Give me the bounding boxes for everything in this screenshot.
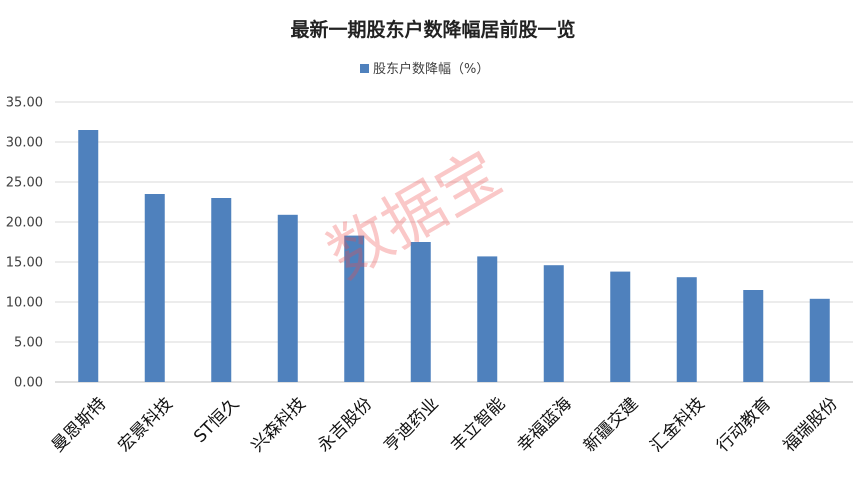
x-tick-label: 宏景科技 bbox=[115, 394, 177, 456]
x-tick-label: 幸福蓝海 bbox=[514, 394, 576, 456]
y-tick-label: 20.00 bbox=[6, 216, 43, 231]
legend-label: 股东户数降幅（%） bbox=[373, 61, 489, 77]
bar bbox=[78, 130, 99, 382]
y-tick-label: 35.00 bbox=[6, 96, 43, 111]
bar bbox=[743, 290, 764, 382]
y-tick-label: 25.00 bbox=[6, 176, 43, 191]
y-tick-label: 0.00 bbox=[14, 376, 43, 391]
bar bbox=[676, 277, 697, 382]
x-tick-label: 福瑞股份 bbox=[780, 394, 842, 456]
x-tick-label: 曼恩斯特 bbox=[48, 394, 110, 456]
x-tick-label: 汇金科技 bbox=[647, 394, 709, 456]
bars bbox=[78, 130, 830, 382]
legend-swatch bbox=[360, 64, 369, 73]
legend: 股东户数降幅（%） bbox=[360, 61, 489, 77]
x-tick-label: 新疆交建 bbox=[580, 394, 642, 456]
bar bbox=[610, 271, 631, 382]
x-tick-label: 兴森科技 bbox=[248, 394, 310, 456]
bar bbox=[477, 256, 498, 382]
y-tick-label: 10.00 bbox=[6, 296, 43, 311]
bar bbox=[410, 242, 431, 382]
x-tick-label: ST恒久 bbox=[190, 394, 243, 447]
bar bbox=[344, 235, 365, 382]
y-tick-label: 5.00 bbox=[14, 336, 43, 351]
bar bbox=[144, 194, 165, 382]
x-tick-label: 行动教育 bbox=[713, 394, 775, 456]
bar bbox=[543, 265, 564, 382]
x-tick-label: 亨迪药业 bbox=[381, 394, 443, 456]
y-tick-label: 15.00 bbox=[6, 256, 43, 271]
chart-title: 最新一期股东户数降幅居前股一览 bbox=[290, 18, 575, 41]
bar bbox=[809, 298, 830, 382]
x-tick-label: 永吉股份 bbox=[314, 394, 376, 456]
x-tick-label: 丰立智能 bbox=[447, 394, 509, 456]
x-axis: 曼恩斯特 宏景科技 ST恒久 兴森科技 永吉股份 亨迪药业 丰立智能 幸福蓝海 新疆交建 汇金科技… bbox=[48, 394, 842, 456]
bar bbox=[277, 214, 298, 382]
y-axis: 0.00 5.00 10.00 15.00 20.00 25.00 30.00 35.00 bbox=[6, 96, 43, 391]
y-tick-label: 30.00 bbox=[6, 136, 43, 151]
gridlines bbox=[55, 101, 853, 383]
bar bbox=[211, 198, 232, 382]
